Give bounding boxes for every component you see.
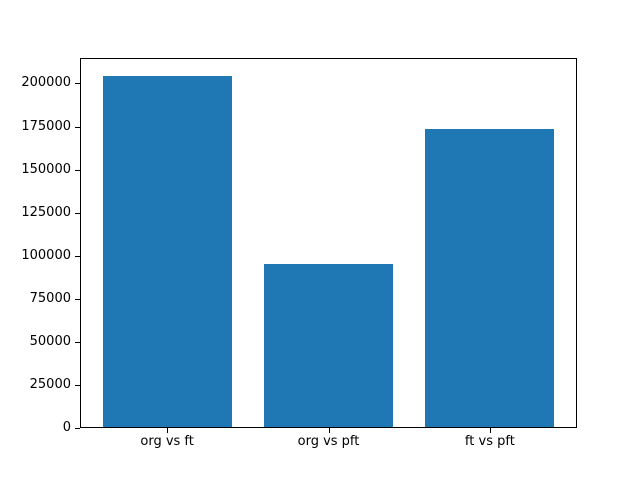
y-axis-tick-label: 75000 xyxy=(29,290,71,306)
bar-org-vs-ft xyxy=(102,75,232,428)
y-axis-tick xyxy=(75,212,80,214)
y-axis-tick xyxy=(75,341,80,343)
y-axis-tick xyxy=(75,384,80,386)
y-axis-tick xyxy=(75,255,80,257)
x-axis-tick xyxy=(489,428,491,433)
y-axis-tick-label: 125000 xyxy=(21,204,71,220)
y-axis-tick xyxy=(75,126,80,128)
x-axis-tick-label: org vs ft xyxy=(140,434,194,449)
y-axis-tick xyxy=(75,298,80,300)
bar-org-vs-pft xyxy=(263,263,394,428)
y-axis-tick-label: 25000 xyxy=(29,376,71,392)
y-axis-tick xyxy=(75,83,80,85)
x-axis-tick-label: org vs pft xyxy=(297,434,360,449)
y-axis-tick xyxy=(75,428,80,429)
x-axis-tick xyxy=(167,428,169,433)
y-axis-tick-label: 150000 xyxy=(21,161,71,177)
y-axis-tick-label: 0 xyxy=(62,420,71,435)
y-axis-tick xyxy=(75,169,80,171)
y-axis-tick-label: 200000 xyxy=(21,75,71,91)
bar-ft-vs-pft xyxy=(425,128,555,428)
x-axis-tick xyxy=(328,428,330,433)
plot-area xyxy=(80,58,577,428)
y-axis-tick-label: 50000 xyxy=(29,333,71,349)
y-axis-tick-label: 175000 xyxy=(21,118,71,134)
y-axis-tick-label: 100000 xyxy=(21,247,71,263)
x-axis-tick-label: ft vs pft xyxy=(464,434,515,449)
